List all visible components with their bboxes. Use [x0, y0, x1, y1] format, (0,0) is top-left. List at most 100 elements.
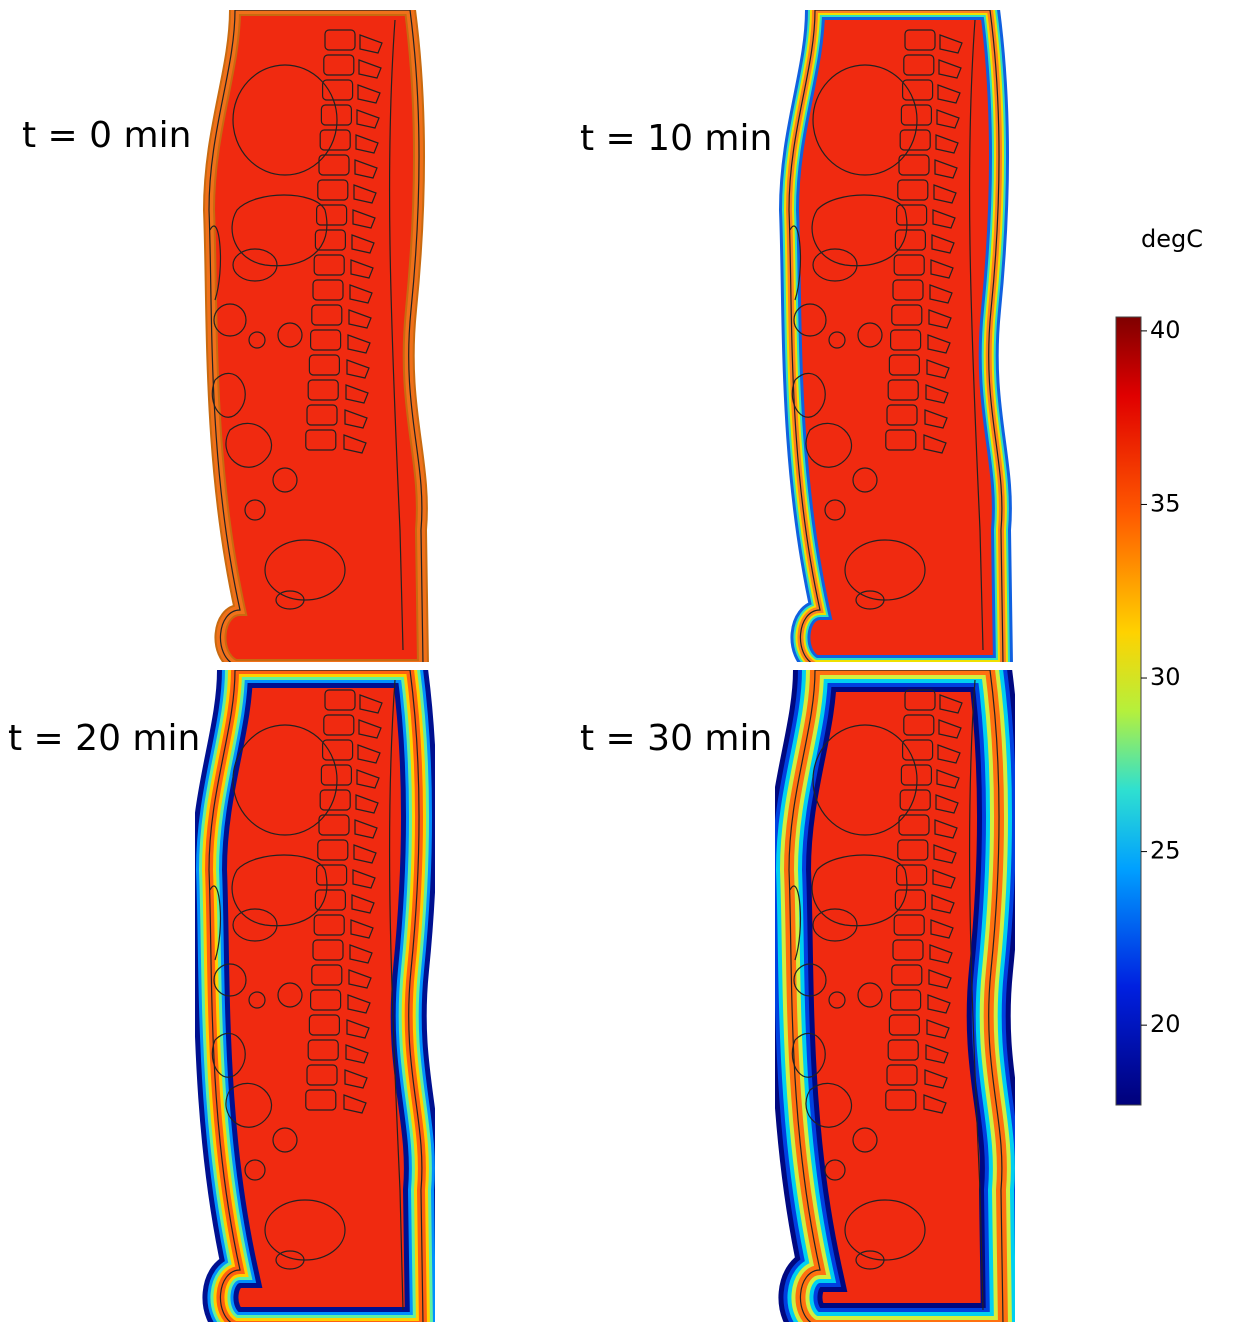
colorbar-tick-label: 30: [1150, 663, 1181, 691]
spine-process: [345, 384, 369, 404]
spine-process: [345, 1044, 369, 1064]
spine-process: [358, 719, 382, 739]
spine-process: [938, 719, 962, 739]
vertebra: [311, 304, 343, 326]
vertebra: [314, 889, 347, 911]
vertebra: [885, 429, 917, 451]
vertebra: [887, 1039, 919, 1061]
vertebra: [324, 689, 356, 711]
spine-process: [350, 259, 374, 279]
vertebra: [887, 379, 919, 401]
vertebra: [306, 404, 338, 426]
spine-process: [936, 109, 960, 129]
colorbar-unit: degC: [1141, 225, 1203, 253]
vertebra: [904, 29, 936, 51]
vertebra: [309, 329, 342, 351]
spine-process: [923, 434, 947, 454]
spine-process: [348, 969, 372, 989]
spine-process: [932, 209, 956, 229]
colorbar-tick-label: 25: [1150, 837, 1181, 865]
vertebra: [893, 254, 925, 276]
spine-process: [349, 944, 373, 964]
spine-process: [924, 409, 948, 429]
spine-process: [356, 109, 380, 129]
spine-process: [346, 1019, 370, 1039]
vertebra: [898, 154, 930, 176]
vertebra: [319, 789, 351, 811]
vertebra: [314, 229, 347, 251]
spine-process: [346, 359, 370, 379]
spine-process: [931, 894, 955, 914]
colorbar-ticks: 20 25 30 35 40: [1141, 316, 1181, 1038]
spine-process: [350, 919, 374, 939]
vertebra: [309, 989, 342, 1011]
spine-process: [357, 84, 381, 104]
spine-process: [931, 234, 955, 254]
vertebra: [903, 714, 935, 736]
spine-process: [359, 34, 383, 54]
vertebra: [323, 714, 355, 736]
vertebra: [889, 329, 922, 351]
spine-process: [936, 769, 960, 789]
vertebra: [894, 229, 927, 251]
spine-process: [349, 284, 373, 304]
thermal-panel: [209, 670, 423, 1322]
vertebra: [312, 279, 344, 301]
spine-process: [932, 869, 956, 889]
spine-process: [344, 1069, 368, 1089]
vertebra: [895, 204, 928, 226]
spine-process: [347, 994, 371, 1014]
spine-process: [343, 434, 367, 454]
spine-process: [930, 919, 954, 939]
colorbar-tick-label: 35: [1150, 489, 1181, 517]
vertebra: [317, 839, 349, 861]
vertebra: [321, 739, 354, 761]
vertebra: [892, 279, 924, 301]
spine-process: [937, 84, 961, 104]
spine-process: [939, 34, 963, 54]
spine-process: [358, 59, 382, 79]
vertebra: [313, 254, 345, 276]
vertebra: [324, 29, 356, 51]
vertebra: [895, 864, 928, 886]
thermal-panel: [789, 10, 1003, 662]
thermal-panel: [789, 670, 1003, 1322]
spine-process: [351, 894, 375, 914]
spine-process: [930, 259, 954, 279]
spine-process: [351, 234, 375, 254]
vertebra: [318, 154, 350, 176]
spine-process: [357, 744, 381, 764]
spine-process: [925, 384, 949, 404]
vertebra: [886, 1064, 918, 1086]
vertebra: [897, 839, 929, 861]
spine-process: [934, 819, 958, 839]
spine-process: [354, 819, 378, 839]
spine-process: [926, 1019, 950, 1039]
vertebra: [305, 1089, 337, 1111]
vertebra: [885, 1089, 917, 1111]
vertebra: [306, 1064, 338, 1086]
spine-process: [353, 844, 377, 864]
vertebra: [893, 914, 925, 936]
vertebra: [886, 404, 918, 426]
vertebra: [319, 129, 351, 151]
panel-label: t = 10 min: [580, 118, 772, 159]
vertebra: [897, 179, 929, 201]
vertebra: [894, 889, 927, 911]
vertebra: [308, 1014, 341, 1036]
vertebra: [888, 1014, 921, 1036]
spine-process: [353, 184, 377, 204]
vertebra: [320, 764, 353, 786]
vertebra: [307, 379, 339, 401]
spine-process: [935, 794, 959, 814]
spine-process: [347, 334, 371, 354]
vertebra: [311, 964, 343, 986]
spine-process: [933, 184, 957, 204]
vertebra: [899, 129, 931, 151]
vertebra: [889, 989, 922, 1011]
spine-process: [354, 159, 378, 179]
vertebra: [892, 939, 924, 961]
spine-process: [937, 744, 961, 764]
vertebra: [904, 689, 936, 711]
vertebra: [900, 104, 933, 126]
